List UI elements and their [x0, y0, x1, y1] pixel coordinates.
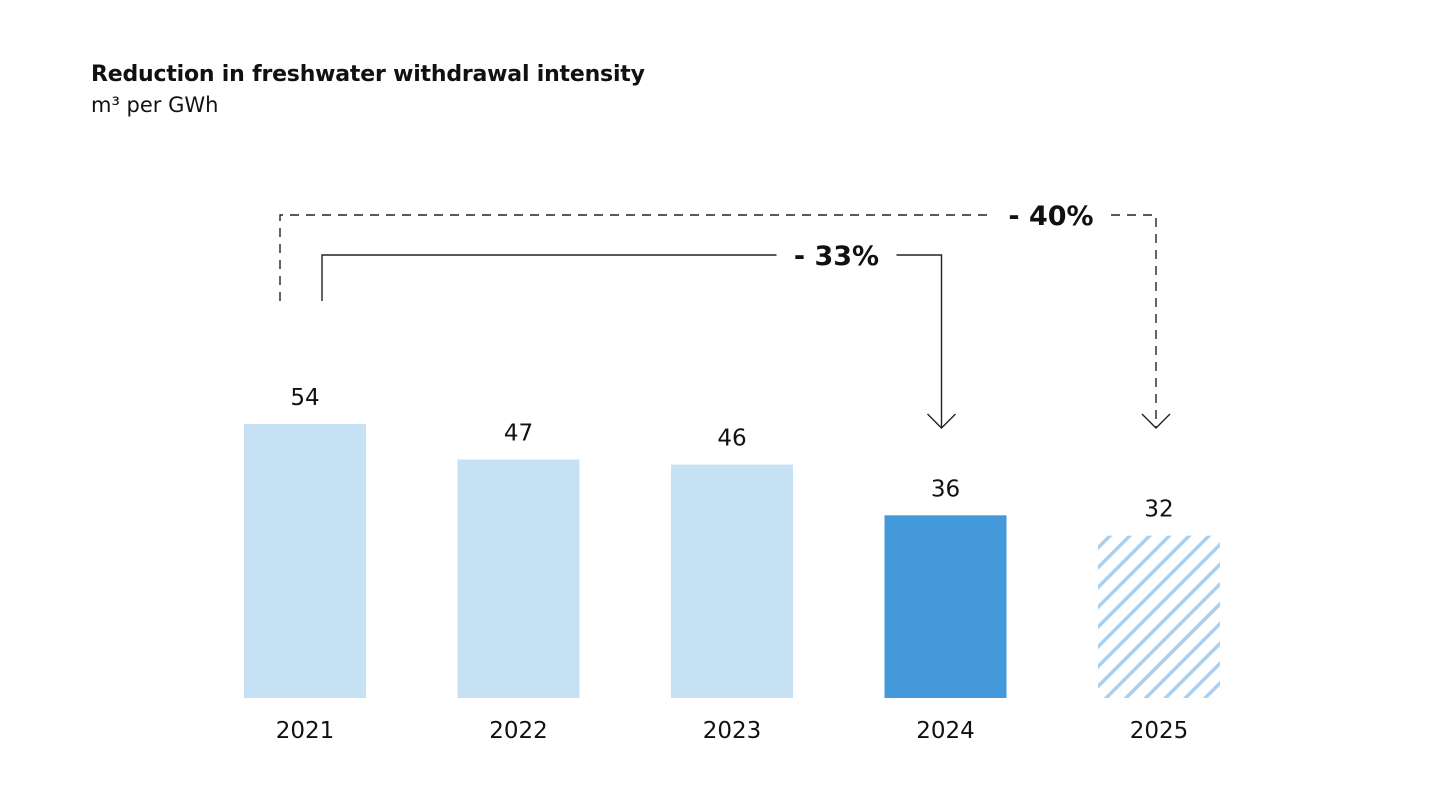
annotations-layer: - 33% - 40% [279, 201, 1171, 429]
bar-2021 [244, 424, 366, 698]
value-label-2025: 32 [1144, 497, 1173, 523]
chart-title: Reduction in freshwater withdrawal inten… [91, 62, 645, 87]
chart-subtitle: m³ per GWh [91, 93, 219, 117]
category-label-2025: 2025 [1130, 718, 1189, 744]
arrowhead [1141, 413, 1171, 429]
annotation-label: - 33% [794, 241, 879, 272]
bar-2022 [457, 459, 580, 698]
value-label-2024: 36 [931, 476, 960, 502]
bar-2024 [884, 515, 1007, 698]
arrowhead [927, 413, 956, 429]
category-label-2024: 2024 [916, 718, 975, 744]
annotation-bracket-left [279, 214, 991, 301]
annotation-label: - 40% [1008, 201, 1093, 232]
bars-layer [244, 424, 1220, 698]
value-label-2021: 54 [290, 385, 319, 411]
annotation-bracket-left [321, 254, 777, 301]
category-label-2022: 2022 [489, 718, 548, 744]
bar-2023 [671, 464, 793, 698]
category-label-2023: 2023 [703, 718, 762, 744]
annotation-bracket-right [1111, 214, 1157, 428]
bar-2025 [1098, 535, 1220, 698]
category-label-2021: 2021 [276, 718, 335, 744]
annotation-bracket-right [896, 254, 943, 428]
category-labels-layer: 2021 2022 2023 2024 2025 [276, 718, 1189, 744]
value-labels-layer: 54 47 46 36 32 [290, 385, 1173, 523]
annotation-2021-2025: - 40% [279, 201, 1171, 429]
annotation-2021-2024: - 33% [321, 241, 956, 429]
value-label-2022: 47 [504, 421, 533, 447]
value-label-2023: 46 [717, 426, 746, 452]
